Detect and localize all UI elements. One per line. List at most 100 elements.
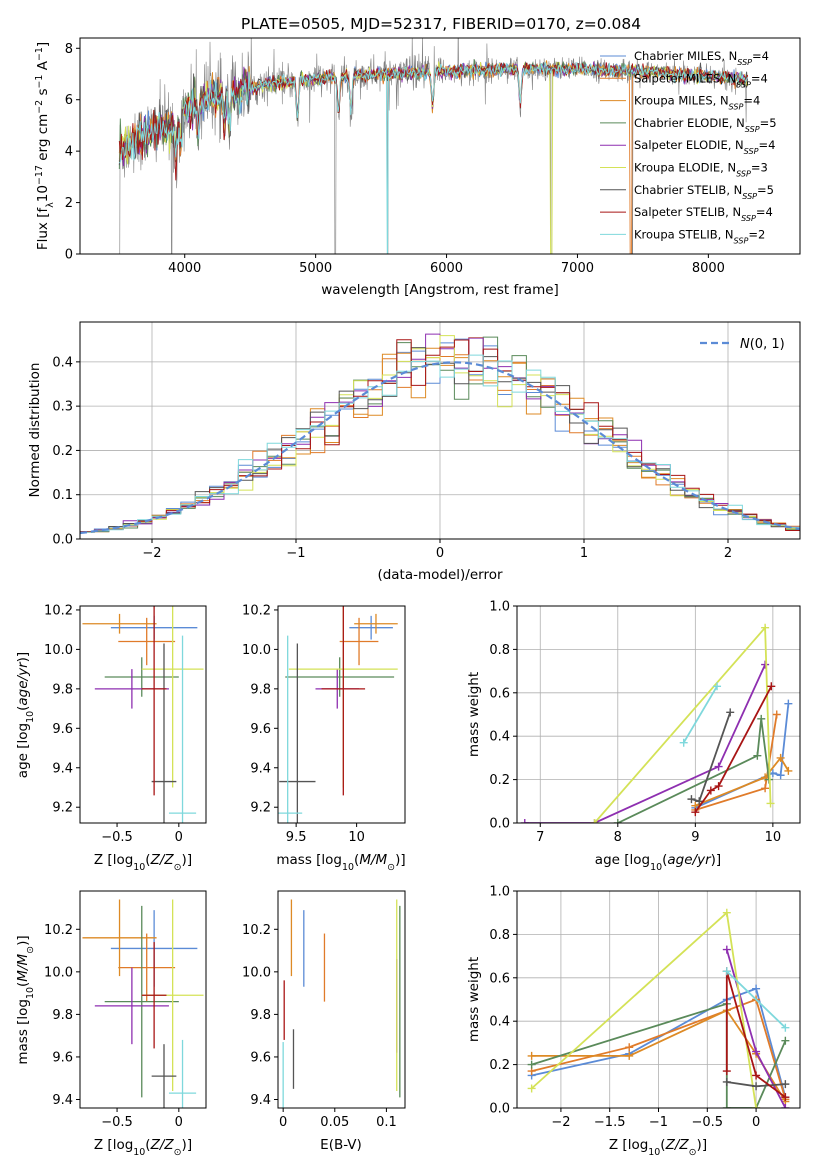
errorbar-point-8 xyxy=(278,635,303,823)
plot-area xyxy=(80,333,800,535)
series-marker xyxy=(781,1036,790,1045)
y-tick-label: 0.4 xyxy=(52,355,73,370)
series-marker xyxy=(752,1082,761,1091)
series-marker xyxy=(527,1051,536,1060)
series-marker xyxy=(722,1104,731,1108)
axes-frame xyxy=(516,605,801,824)
axes-frame xyxy=(79,37,801,255)
normal-reference-curve xyxy=(80,361,800,535)
y-tick-label: 0.6 xyxy=(489,686,510,701)
svg-text:Flux [fλ10−17 erg cm−2 s−1 A−1: Flux [fλ10−17 erg cm−2 s−1 A−1] xyxy=(34,42,56,250)
y-axis-label: mass weight xyxy=(466,957,482,1042)
series-marker xyxy=(761,784,770,793)
series-marker xyxy=(520,819,529,823)
series-marker xyxy=(722,908,731,917)
series-line xyxy=(725,971,786,1098)
y-axis-label: Flux [fλ10−17 erg cm−2 s−1 A−1] xyxy=(34,42,56,250)
series-marker xyxy=(752,1071,761,1080)
series-marker xyxy=(625,1043,634,1052)
errorbar-point-7 xyxy=(141,606,167,796)
errorbar-point-6 xyxy=(151,643,177,823)
x-axis-label: age [log10(age/yr)] xyxy=(595,852,721,873)
series-line xyxy=(530,910,757,1108)
series-marker xyxy=(776,771,785,780)
series-marker xyxy=(752,984,761,993)
chart-age_vs_Z xyxy=(82,606,204,823)
legend-label: Salpeter ELODIE, NSSP=4 xyxy=(634,138,775,156)
legend-label: Chabrier MILES, NSSP=4 xyxy=(634,49,769,67)
x-tick-label: −0.5 xyxy=(101,1115,133,1130)
series-marker xyxy=(757,714,766,723)
axes-frame xyxy=(277,890,406,1109)
errorbar-point-3 xyxy=(285,657,395,697)
y-axis-label: age [log10(age/yr)] xyxy=(15,652,36,778)
x-tick-label: 7000 xyxy=(561,261,594,276)
x-tick-label: 0 xyxy=(279,1115,287,1130)
x-tick-label: 7 xyxy=(536,830,544,845)
mass-weight-series-6 xyxy=(687,708,735,806)
x-tick-label: −1 xyxy=(286,546,305,561)
y-tick-label: 9.8 xyxy=(52,1008,73,1023)
series-marker xyxy=(691,808,700,817)
legend-label: Chabrier STELIB, NSSP=5 xyxy=(634,183,774,201)
mass-weight-series-6 xyxy=(722,1077,790,1091)
chart-spectrum xyxy=(118,38,749,254)
chart-mass_vs_ebv xyxy=(282,899,401,1108)
series-marker xyxy=(722,967,731,976)
x-tick-label: 0.05 xyxy=(320,1115,349,1130)
errorbar-point-1 xyxy=(118,933,176,1002)
series-marker xyxy=(679,738,688,747)
x-tick-label: 10 xyxy=(348,830,365,845)
model-spectrum-6 xyxy=(118,60,749,166)
x-tick-label: 8000 xyxy=(692,261,725,276)
y-tick-label: 6 xyxy=(65,93,73,108)
y-tick-label: 9.6 xyxy=(52,1050,73,1065)
axes-overlay: −0.5 0 9.2 9.4 9.6 9.8 10.0 10.2 Z [log10(Z/Z⊙)]… xyxy=(15,603,207,873)
errorbar-point-8 xyxy=(168,1039,197,1108)
legend-label: Kroupa ELODIE, NSSP=3 xyxy=(634,161,768,179)
y-tick-label: 0.6 xyxy=(489,971,510,986)
y-tick-label: 2 xyxy=(65,196,73,211)
x-axis-label: Z [log10(Z/Z⊙)] xyxy=(94,852,192,873)
residual-histogram-8 xyxy=(80,354,800,533)
y-tick-label: 0.2 xyxy=(52,444,73,459)
series-marker xyxy=(761,660,770,669)
x-tick-label: 8 xyxy=(614,830,622,845)
series-marker xyxy=(625,1051,634,1060)
x-tick-label: 0.1 xyxy=(376,1115,397,1130)
y-tick-label: 0.4 xyxy=(489,1015,510,1030)
y-tick-label: 10.0 xyxy=(242,965,271,980)
series-marker xyxy=(687,795,696,804)
x-tick-label: 9.5 xyxy=(286,830,307,845)
series-line xyxy=(694,756,790,807)
series-marker xyxy=(767,682,776,691)
x-tick-label: 0 xyxy=(752,1115,760,1130)
errorbar-point-2 xyxy=(82,899,157,977)
series-marker xyxy=(722,945,731,954)
x-axis-label: E(B-V) xyxy=(320,1137,362,1153)
x-axis-label: (data-model)/error xyxy=(377,567,503,583)
plot-area xyxy=(82,899,204,1108)
errorbar-point-7 xyxy=(141,942,167,1049)
y-tick-label: 9.2 xyxy=(250,801,271,816)
plot-area xyxy=(278,606,398,823)
y-tick-label: 0.4 xyxy=(489,730,510,745)
y-tick-label: 1.0 xyxy=(489,600,510,615)
axes-frame xyxy=(79,605,207,824)
y-tick-label: 10.0 xyxy=(242,643,271,658)
plot-area xyxy=(520,623,793,823)
series-marker xyxy=(752,1104,761,1108)
series-marker xyxy=(590,819,599,823)
series-line xyxy=(593,625,772,823)
y-tick-label: 0.0 xyxy=(489,1102,510,1117)
y-tick-label: 0.2 xyxy=(489,773,510,788)
y-tick-label: 10.0 xyxy=(44,965,73,980)
series-line xyxy=(531,998,787,1100)
x-tick-label: 10 xyxy=(765,830,782,845)
y-tick-label: 10.2 xyxy=(242,923,271,938)
y-tick-label: 9.8 xyxy=(250,682,271,697)
y-axis-label: mass [log10(M/M⊙)] xyxy=(15,935,36,1064)
series-marker xyxy=(766,799,775,808)
residuals-legend: N(0, 1) xyxy=(700,337,785,352)
